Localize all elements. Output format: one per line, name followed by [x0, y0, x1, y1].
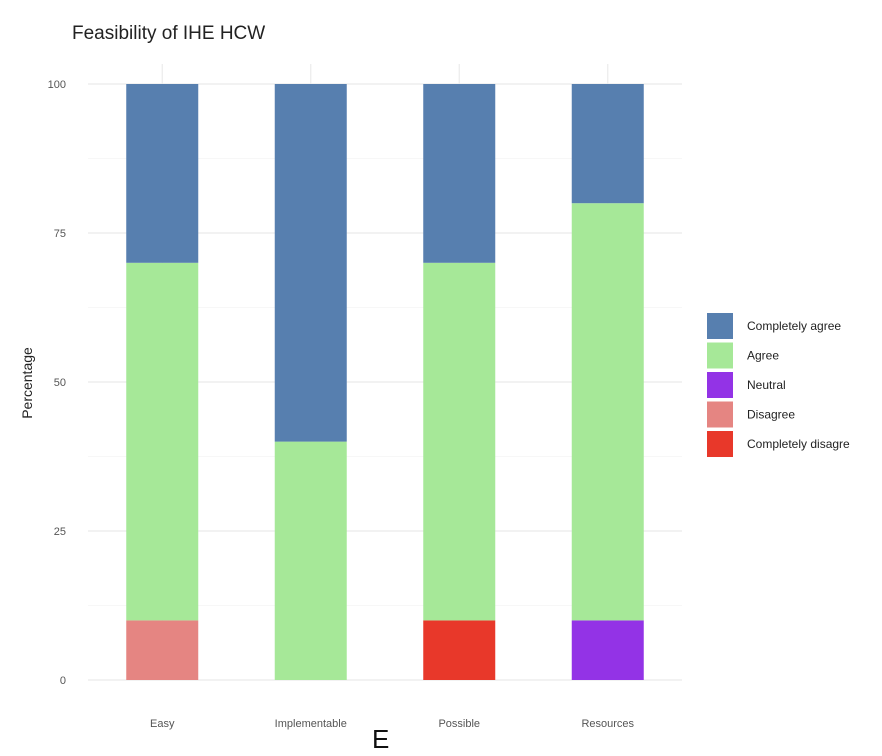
bar-segment-disagree	[126, 620, 199, 680]
legend-swatch-completely-agree	[707, 313, 733, 339]
panel-label: E	[372, 724, 389, 754]
bar-segment-completely-agree	[423, 84, 496, 263]
legend: Completely agree Agree Neutral Disagree Comp…	[707, 313, 850, 457]
legend-swatch-disagree	[707, 401, 733, 428]
legend-label-neutral: Neutral	[747, 378, 786, 392]
x-tick-label: Possible	[438, 718, 480, 730]
bar-segment-agree	[126, 262, 199, 621]
bar-segment-agree	[571, 203, 644, 621]
bar-segment-completely-disagree	[423, 620, 496, 680]
chart-title: Feasibility of IHE HCW	[72, 23, 265, 44]
y-axis-label: Percentage	[19, 347, 35, 419]
legend-swatch-completely-disagree	[707, 431, 733, 457]
y-tick-label: 75	[54, 228, 66, 240]
x-tick-label: Easy	[150, 718, 175, 730]
legend-label-completely-agree: Completely agree	[747, 319, 841, 333]
legend-label-completely-disagree: Completely disagre	[747, 437, 850, 451]
bar-segment-agree	[423, 262, 496, 621]
bars	[126, 84, 644, 680]
y-axis-ticks: 0 25 50 75 100	[48, 79, 66, 687]
bar-segment-completely-agree	[571, 84, 644, 204]
legend-swatch-agree	[707, 342, 733, 369]
y-tick-label: 50	[54, 377, 66, 389]
y-tick-label: 25	[54, 526, 66, 538]
legend-swatch-neutral	[707, 372, 733, 398]
y-tick-label: 100	[48, 79, 66, 91]
x-axis-ticks: Easy Implementable Possible Resources	[150, 718, 635, 730]
legend-label-disagree: Disagree	[747, 408, 795, 422]
x-tick-label: Implementable	[275, 718, 347, 730]
x-tick-label: Resources	[581, 718, 634, 730]
bar-segment-completely-agree	[274, 84, 347, 442]
bar-segment-completely-agree	[126, 84, 199, 263]
y-tick-label: 0	[60, 675, 66, 687]
legend-label-agree: Agree	[747, 349, 779, 363]
bar-segment-agree	[274, 441, 347, 680]
bar-segment-neutral	[571, 620, 644, 680]
